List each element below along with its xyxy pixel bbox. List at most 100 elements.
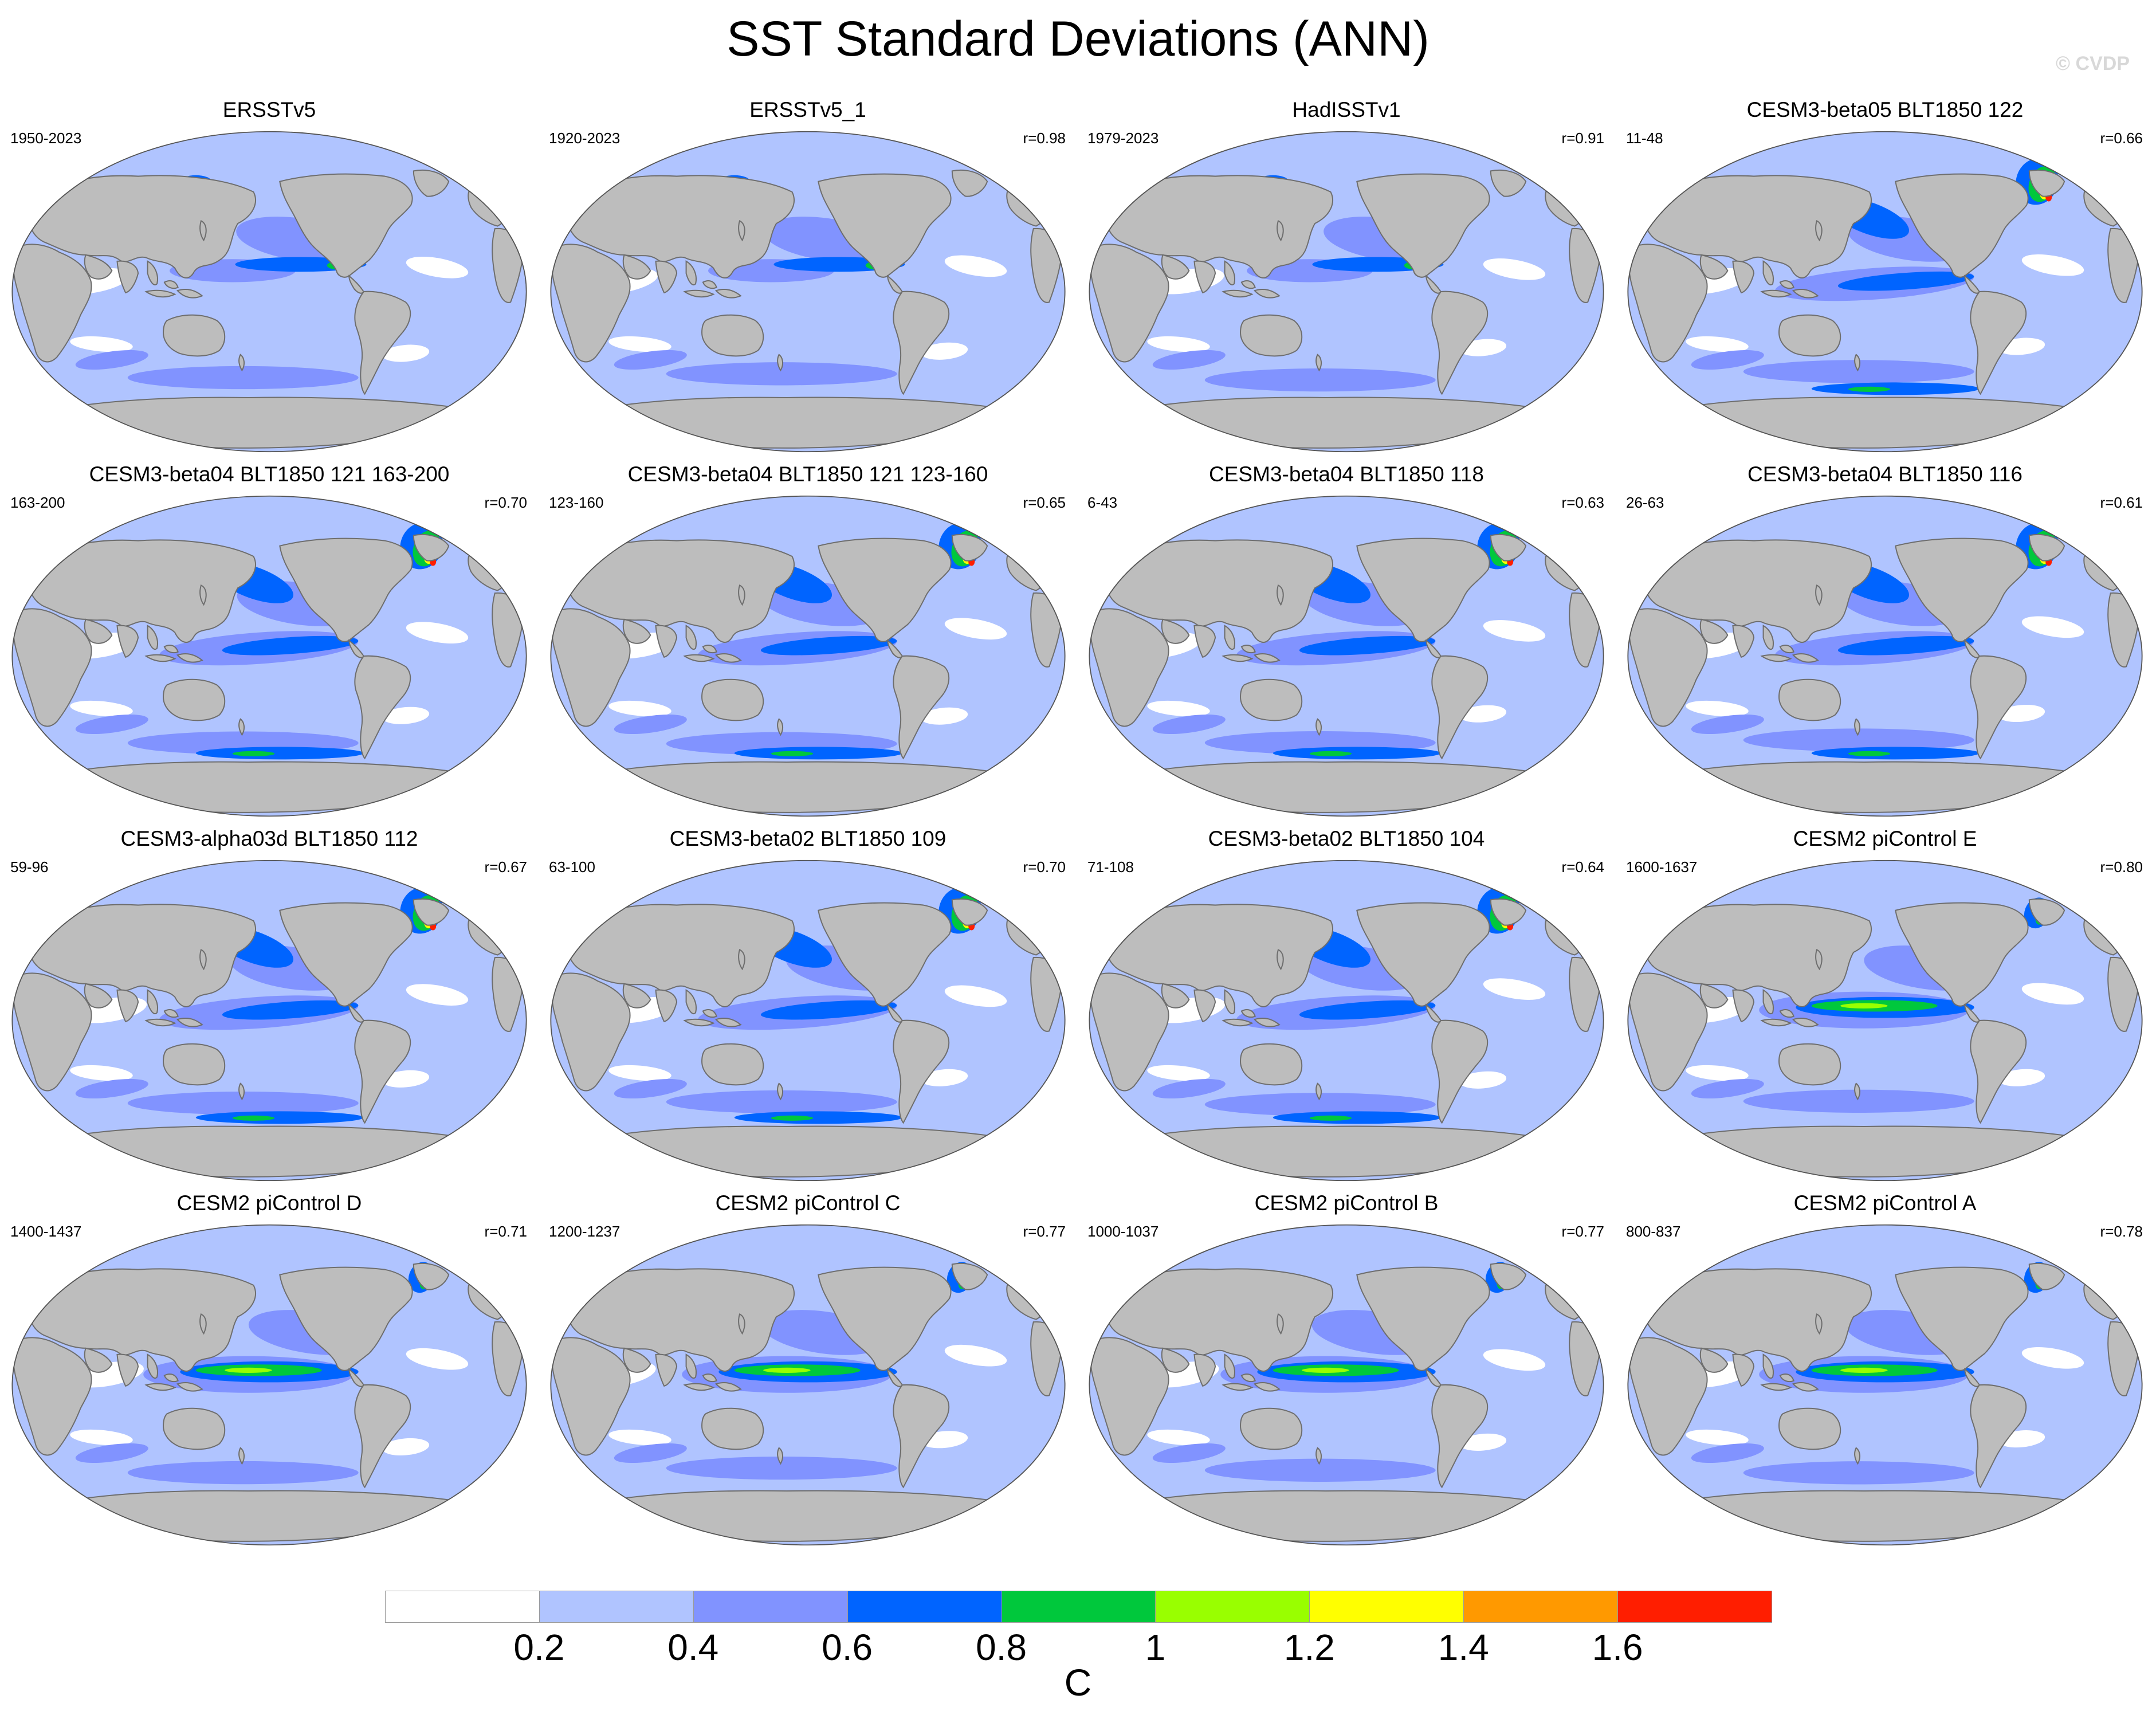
panel-title: CESM3-beta04 BLT1850 118 <box>1209 462 1484 486</box>
sst-stddev-map <box>6 1217 533 1553</box>
colorbar-box <box>1001 1591 1156 1623</box>
sst-stddev-map <box>1083 853 1610 1188</box>
panel-pattern-correlation: r=0.77 <box>1561 1223 1604 1240</box>
panel-year-range: 1200-1237 <box>549 1223 621 1240</box>
panel-year-range: 1979-2023 <box>1087 129 1159 147</box>
colorbar-box <box>539 1591 694 1623</box>
panel-title: CESM3-alpha03d BLT1850 112 <box>120 827 418 850</box>
map-panel: CESM3-beta04 BLT1850 121 123-160 123-160 r… <box>539 462 1077 826</box>
colorbar-tick-label: 1.6 <box>1592 1627 1643 1668</box>
panel-pattern-correlation: r=0.63 <box>1561 494 1604 511</box>
map-panel: CESM3-beta05 BLT1850 122 11-48 r=0.66 <box>1616 97 2154 461</box>
panel-title: HadISSTv1 <box>1292 98 1401 121</box>
panel-title: CESM2 piControl D <box>176 1191 362 1215</box>
panel-year-range: 1950-2023 <box>10 129 82 147</box>
colorbar-unit: C <box>1064 1661 1092 1704</box>
map-panel: CESM2 piControl B 1000-1037 r=0.77 <box>1077 1191 1616 1555</box>
panel-pattern-correlation: r=0.77 <box>1023 1223 1066 1240</box>
sst-stddev-map <box>6 124 533 460</box>
colorbar <box>385 1591 1772 1623</box>
colorbar-tick-label: 0.6 <box>822 1627 873 1668</box>
panel-title: CESM2 piControl A <box>1793 1191 1977 1215</box>
panel-title: ERSSTv5 <box>222 98 316 121</box>
panel-pattern-correlation: r=0.91 <box>1561 129 1604 147</box>
panel-pattern-correlation: r=0.70 <box>1023 858 1066 876</box>
map-panel: CESM3-alpha03d BLT1850 112 59-96 r=0.67 <box>0 826 539 1190</box>
map-panel: HadISSTv1 1979-2023 r=0.91 <box>1077 97 1616 461</box>
panel-title: CESM2 piControl E <box>1793 827 1977 850</box>
panel-year-range: 11-48 <box>1626 129 1663 147</box>
panel-pattern-correlation: r=0.78 <box>2100 1223 2143 1240</box>
colorbar-box <box>1463 1591 1619 1623</box>
sst-stddev-map <box>544 1217 1071 1553</box>
sst-stddev-map <box>544 853 1071 1188</box>
panel-pattern-correlation: r=0.70 <box>484 494 527 511</box>
figure-title: SST Standard Deviations (ANN) <box>726 11 1430 66</box>
map-panel: CESM2 piControl E 1600-1637 r=0.80 <box>1616 826 2154 1190</box>
panel-title: CESM2 piControl B <box>1254 1191 1439 1215</box>
panel-year-range: 1920-2023 <box>549 129 621 147</box>
sst-stddev-map <box>1083 1217 1610 1553</box>
panel-year-range: 26-63 <box>1626 494 1664 511</box>
colorbar-tick-label: 0.4 <box>667 1627 719 1668</box>
colorbar-box <box>693 1591 848 1623</box>
sst-stddev-map <box>1083 488 1610 824</box>
panel-year-range: 59-96 <box>10 858 49 876</box>
colorbar-tick-label: 0.8 <box>976 1627 1027 1668</box>
panel-year-range: 1400-1437 <box>10 1223 82 1240</box>
panel-title: CESM3-beta05 BLT1850 122 <box>1746 98 2024 121</box>
panel-year-range: 71-108 <box>1087 858 1134 876</box>
map-panel: CESM3-beta04 BLT1850 116 26-63 r=0.61 <box>1616 462 2154 826</box>
sst-stddev-map <box>1621 1217 2149 1553</box>
panel-year-range: 163-200 <box>10 494 65 511</box>
sst-stddev-map <box>544 488 1071 824</box>
panel-pattern-correlation: r=0.98 <box>1023 129 1066 147</box>
panel-title: CESM3-beta04 BLT1850 121 163-200 <box>89 462 450 486</box>
map-panel: CESM2 piControl A 800-837 r=0.78 <box>1616 1191 2154 1555</box>
panel-title: CESM3-beta04 BLT1850 121 123-160 <box>627 462 988 486</box>
panel-pattern-correlation: r=0.65 <box>1023 494 1066 511</box>
panel-pattern-correlation: r=0.71 <box>484 1223 527 1240</box>
panel-pattern-correlation: r=0.80 <box>2100 858 2143 876</box>
colorbar-box <box>847 1591 1002 1623</box>
map-panel: CESM3-beta02 BLT1850 104 71-108 r=0.64 <box>1077 826 1616 1190</box>
colorbar-box <box>385 1591 540 1623</box>
colorbar-box <box>1309 1591 1464 1623</box>
sst-stddev-map <box>1621 124 2149 460</box>
sst-stddev-map <box>544 124 1071 460</box>
map-panel: ERSSTv5_1 1920-2023 r=0.98 <box>539 97 1077 461</box>
map-panel: CESM3-beta02 BLT1850 109 63-100 r=0.70 <box>539 826 1077 1190</box>
map-panel: CESM3-beta04 BLT1850 121 163-200 163-200 r… <box>0 462 539 826</box>
colorbar-box <box>1155 1591 1310 1623</box>
map-panel: CESM2 piControl D 1400-1437 r=0.71 <box>0 1191 539 1555</box>
sst-stddev-map <box>1083 124 1610 460</box>
sst-stddev-map <box>6 488 533 824</box>
panel-pattern-correlation: r=0.67 <box>484 858 527 876</box>
panel-title: CESM3-beta02 BLT1850 104 <box>1208 827 1485 850</box>
panel-pattern-correlation: r=0.66 <box>2100 129 2143 147</box>
panel-title: CESM2 piControl C <box>715 1191 901 1215</box>
sst-stddev-map <box>1621 853 2149 1188</box>
panel-year-range: 1600-1637 <box>1626 858 1698 876</box>
colorbar-tick-label: 1.4 <box>1438 1627 1489 1668</box>
panel-title: CESM3-beta02 BLT1850 109 <box>669 827 947 850</box>
map-panel: CESM2 piControl C 1200-1237 r=0.77 <box>539 1191 1077 1555</box>
panel-year-range: 63-100 <box>549 858 595 876</box>
panel-title: CESM3-beta04 BLT1850 116 <box>1747 462 2023 486</box>
colorbar-tick-label: 1.2 <box>1283 1627 1335 1668</box>
panel-year-range: 123-160 <box>549 494 604 511</box>
panel-year-range: 6-43 <box>1087 494 1118 511</box>
panel-year-range: 1000-1037 <box>1087 1223 1159 1240</box>
map-panel: ERSSTv5 1950-2023 <box>0 97 539 461</box>
map-panel: CESM3-beta04 BLT1850 118 6-43 r=0.63 <box>1077 462 1616 826</box>
sst-stddev-map <box>1621 488 2149 824</box>
panel-title: ERSSTv5_1 <box>749 98 866 121</box>
colorbar-tick-label: 0.2 <box>513 1627 565 1668</box>
panel-year-range: 800-837 <box>1626 1223 1681 1240</box>
panel-pattern-correlation: r=0.64 <box>1561 858 1604 876</box>
colorbar-box <box>1617 1591 1772 1623</box>
watermark: © CVDP <box>2056 53 2130 74</box>
colorbar-tick-label: 1 <box>1145 1627 1166 1668</box>
sst-stddev-map <box>6 853 533 1188</box>
panel-pattern-correlation: r=0.61 <box>2100 494 2143 511</box>
